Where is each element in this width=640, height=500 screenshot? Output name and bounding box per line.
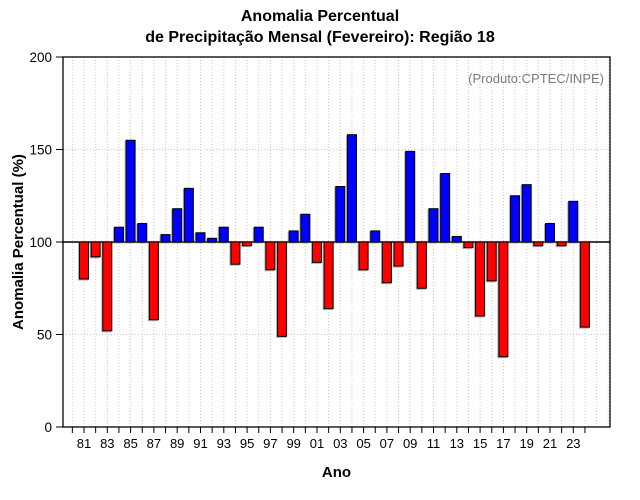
x-tick-label: 11 bbox=[427, 436, 441, 451]
bar-1982 bbox=[90, 241, 101, 258]
bar-2011 bbox=[428, 208, 439, 243]
bar-1986 bbox=[137, 223, 148, 243]
x-tick-label: 13 bbox=[450, 436, 464, 451]
x-tick-label: 21 bbox=[543, 436, 557, 451]
y-tick-label: 150 bbox=[29, 143, 52, 158]
x-tick-label: 91 bbox=[193, 436, 207, 451]
bar-1991 bbox=[195, 232, 206, 243]
x-tick-label: 23 bbox=[566, 436, 580, 451]
bar-2010 bbox=[416, 241, 427, 289]
y-tick-label: 100 bbox=[29, 235, 52, 250]
y-tick-label: 200 bbox=[29, 50, 52, 65]
bar-1981 bbox=[79, 241, 89, 280]
bar-2022 bbox=[556, 241, 567, 247]
bar-1987 bbox=[148, 241, 159, 321]
bar-2024 bbox=[579, 241, 590, 328]
bar-2007 bbox=[381, 241, 392, 284]
x-tick-label: 03 bbox=[333, 436, 347, 451]
bar-2019 bbox=[521, 184, 532, 243]
bar-1985 bbox=[125, 139, 136, 243]
x-tick-label: 19 bbox=[519, 436, 533, 451]
bar-2002 bbox=[323, 241, 334, 310]
x-tick-label: 17 bbox=[496, 436, 510, 451]
bar-1996 bbox=[253, 226, 264, 243]
bar-1988 bbox=[160, 234, 171, 243]
bar-2020 bbox=[533, 241, 544, 247]
x-tick-label: 83 bbox=[100, 436, 114, 451]
x-tick-label: 87 bbox=[147, 436, 161, 451]
bar-1998 bbox=[277, 241, 288, 337]
bar-2017 bbox=[498, 241, 509, 358]
bar-1999 bbox=[288, 230, 299, 243]
bar-2023 bbox=[568, 200, 579, 243]
bar-2012 bbox=[440, 173, 451, 243]
bar-2014 bbox=[463, 241, 474, 249]
x-tick-label: 15 bbox=[473, 436, 487, 451]
bar-1993 bbox=[218, 226, 229, 243]
bar-1989 bbox=[172, 208, 183, 243]
x-tick-label: 89 bbox=[170, 436, 184, 451]
bar-2016 bbox=[486, 241, 497, 282]
x-tick-label: 95 bbox=[240, 436, 254, 451]
x-tick-label: 99 bbox=[286, 436, 300, 451]
bar-1997 bbox=[265, 241, 276, 271]
bar-1994 bbox=[230, 241, 241, 265]
x-axis-label: Ano bbox=[321, 464, 352, 481]
y-tick-label: 50 bbox=[37, 328, 52, 343]
bar-2009 bbox=[405, 150, 416, 243]
x-tick-label: 93 bbox=[217, 436, 231, 451]
x-tick-label: 85 bbox=[123, 436, 137, 451]
x-tick-label: 09 bbox=[403, 436, 417, 451]
chart-title: Anomalia Percentual de Precipitação Mens… bbox=[0, 6, 640, 48]
bar-2018 bbox=[510, 195, 521, 243]
bar-2015 bbox=[475, 241, 486, 317]
bar-2006 bbox=[370, 230, 381, 243]
bar-2005 bbox=[358, 241, 369, 271]
source-annotation: (Produto:CPTEC/INPE) bbox=[468, 71, 604, 86]
bar-1992 bbox=[207, 237, 218, 243]
bar-2001 bbox=[312, 241, 322, 263]
bar-1995 bbox=[242, 241, 253, 247]
bar-1984 bbox=[113, 226, 124, 243]
x-tick-label: 81 bbox=[77, 436, 91, 451]
y-tick-label: 0 bbox=[44, 420, 52, 435]
plot-box bbox=[62, 56, 611, 428]
x-tick-label: 01 bbox=[310, 436, 324, 451]
bar-2008 bbox=[393, 241, 404, 267]
bar-1990 bbox=[183, 187, 194, 243]
bar-2013 bbox=[451, 235, 462, 243]
chart-title-line2: de Precipitação Mensal (Fevereiro): Regi… bbox=[145, 29, 495, 46]
bar-2021 bbox=[545, 223, 555, 243]
chart-title-line1: Anomalia Percentual bbox=[240, 8, 400, 25]
bar-2000 bbox=[300, 213, 311, 243]
x-tick-label: 97 bbox=[263, 436, 277, 451]
x-tick-label: 07 bbox=[380, 436, 394, 451]
bar-2004 bbox=[346, 134, 357, 243]
bar-2003 bbox=[335, 186, 346, 243]
x-tick-label: 05 bbox=[356, 436, 370, 451]
bar-1983 bbox=[102, 241, 113, 332]
